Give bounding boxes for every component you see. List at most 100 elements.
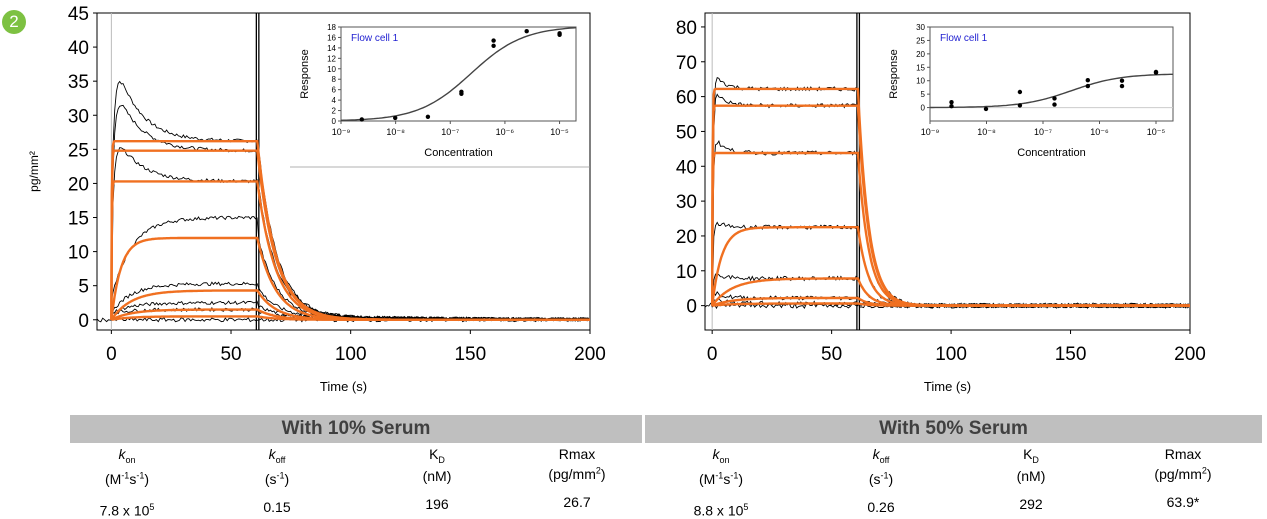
inset-fit-line (930, 73, 1173, 109)
y-tick-label: 35 (68, 72, 89, 93)
param-value: 26.7 (563, 493, 591, 510)
inset-chart: 10⁻⁹ 10⁻⁸ 10⁻⁷ 10⁻⁶ 10⁻⁵ 0 5 10 15 20 25 30 Flow cel… (885, 22, 1183, 166)
param-name: Rmax (558, 446, 596, 462)
inset-fit-line (340, 27, 576, 121)
inset-y-tick-label: 20 (916, 50, 925, 59)
y-tick-label: 20 (676, 227, 697, 248)
x-tick-label: 150 (454, 344, 486, 365)
param-unit: (s-1) (264, 470, 290, 488)
param-unit: (pg/mm2) (1154, 465, 1212, 482)
inset-y-tick-label: 4 (332, 96, 337, 105)
inset-y-tick-label: 0 (921, 104, 926, 113)
panel-number-badge: 2 (2, 10, 26, 34)
param-unit: (M-1s-1) (104, 470, 150, 488)
inset-data-point (1017, 103, 1023, 108)
inset-data-point (1153, 69, 1159, 75)
param-name: koff (872, 446, 890, 465)
param-unit: (s-1) (868, 470, 894, 488)
x-tick-label: 150 (1055, 344, 1087, 365)
inset-x-tick-label: 10⁻⁵ (1147, 127, 1166, 137)
y-tick-label: 20 (68, 174, 89, 195)
y-tick-label: 40 (676, 157, 697, 178)
inset-frame (929, 26, 1174, 122)
inset-y-tick-label: 30 (916, 23, 925, 32)
param-unit: (nM) (1016, 467, 1046, 484)
param-unit: (M-1s-1) (698, 470, 744, 488)
inset-frame (340, 26, 577, 122)
x-tick-label: 100 (335, 344, 367, 365)
fit-curve (111, 315, 590, 321)
right-stat-col-4: Rmax (pg/mm2) 63.9* (1108, 446, 1258, 510)
y-tick-label: 80 (676, 18, 697, 39)
fit-curve (711, 226, 1190, 307)
y-tick-label: 0 (78, 311, 89, 332)
x-tick-label: 50 (821, 344, 842, 365)
inset-background (885, 22, 1183, 166)
y-tick-label: 60 (676, 88, 697, 109)
y-tick-label: 10 (68, 243, 89, 264)
inset-y-tick-label: 14 (327, 44, 336, 53)
inset-data-point (557, 31, 562, 36)
param-name: Rmax (1164, 446, 1202, 462)
inset-data-point (459, 89, 464, 95)
inset-data-point (1085, 83, 1091, 89)
inset-y-tick-label: 16 (327, 33, 336, 42)
y-tick-label: 30 (676, 192, 697, 213)
inset-data-point (983, 106, 989, 112)
x-tick-label: 50 (220, 344, 241, 365)
param-value: 292 (1019, 495, 1043, 512)
plot-frame (704, 12, 1191, 331)
inset-x-tick-label: 10⁻⁵ (550, 127, 569, 137)
inset-x-tick-label: 10⁻⁹ (332, 127, 351, 137)
inset-x-tick-label: 10⁻⁷ (1034, 127, 1052, 137)
inset-y-tick-label: 10 (327, 65, 336, 74)
x-tick-label: 200 (1174, 344, 1206, 365)
inset-y-tick-label: 6 (332, 86, 337, 95)
fit-curve (711, 151, 1190, 307)
inset-y-tick-label: 5 (921, 90, 926, 99)
fit-curve (110, 236, 590, 321)
left-stat-col-4: Rmax (pg/mm2) 26.7 (502, 446, 652, 510)
param-value: 0.15 (263, 499, 291, 516)
y-tick-label: 10 (676, 262, 697, 283)
inset-background (296, 22, 586, 166)
y-tick-label: 25 (68, 140, 89, 161)
raw-trace (110, 147, 590, 322)
inset-data-point (491, 38, 496, 43)
fit-curve (110, 149, 590, 321)
inset-y-tick-label: 18 (327, 23, 336, 32)
param-name: kon (118, 446, 136, 465)
plot-frame (96, 12, 591, 331)
param-name: KD (1023, 446, 1039, 465)
inset-y-tick-label: 8 (332, 75, 337, 84)
param-unit: (pg/mm2) (548, 465, 606, 482)
inset-y-axis-label: Response (888, 49, 900, 99)
right-panel-header: With 50% Serum (645, 415, 1262, 443)
inset-data-point (1017, 89, 1023, 95)
inset-x-tick-label: 10⁻⁷ (441, 127, 459, 137)
left-kinetics-table: kon (M-1s-1) 7.8 x 105 koff (s-1) 0.15 KD (nM) 1… (0, 446, 640, 519)
left-stat-col-1: kon (M-1s-1) 7.8 x 105 (52, 446, 202, 519)
inset-y-tick-label: 0 (332, 117, 337, 126)
right-stat-col-2: koff (s-1) 0.26 (806, 446, 956, 515)
inset-y-tick-label: 25 (916, 36, 925, 45)
y-tick-label: 50 (676, 122, 697, 143)
raw-trace (110, 215, 589, 322)
x-tick-label: 0 (707, 344, 718, 365)
fit-curve (110, 140, 590, 321)
x-axis-label: Time (s) (924, 379, 971, 394)
inset-data-point (949, 104, 954, 109)
inset-title: Flow cell 1 (940, 33, 988, 44)
param-value: 8.8 x 105 (693, 502, 749, 519)
inset-x-axis-label: Concentration (424, 147, 493, 159)
fit-curve (110, 180, 590, 321)
y-tick-label: 45 (68, 4, 89, 25)
left-stat-col-3: KD (nM) 196 (362, 446, 512, 512)
fit-curve (711, 277, 1190, 307)
x-tick-label: 0 (106, 344, 117, 365)
raw-trace (110, 281, 589, 322)
